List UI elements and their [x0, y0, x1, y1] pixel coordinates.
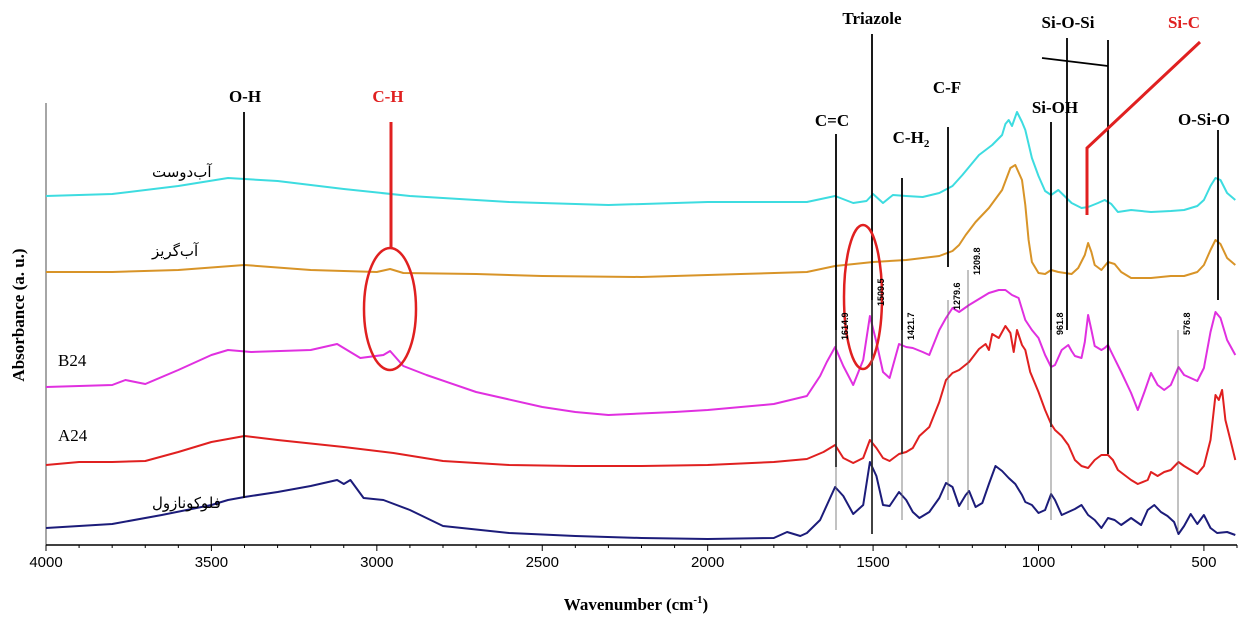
- x-tick-label: 1500: [856, 554, 889, 571]
- series-line-3: [45, 325, 1237, 485]
- peak-label-3: 1279.6: [952, 282, 962, 310]
- annotations: [243, 34, 1219, 534]
- series-label-3: A24: [58, 426, 88, 445]
- peak-label-1: 1509.5: [876, 278, 886, 306]
- band-label-4: C-H2: [893, 128, 930, 150]
- series-line-0: [45, 111, 1236, 213]
- x-axis-title: Wavenumber (cm-1): [564, 594, 708, 614]
- peak-label-6: 576.8: [1182, 312, 1192, 335]
- band-label-8: Si-C: [1168, 13, 1200, 32]
- x-tick-label: 3500: [195, 554, 228, 571]
- x-tick-label: 4000: [29, 554, 62, 571]
- band-label-5: C-F: [933, 78, 961, 97]
- axes: 4000 3500 3000 2500 2000 1500 1000 500 Wavenumbe…: [9, 103, 1238, 614]
- series-label-2: B24: [58, 351, 87, 370]
- band-label-9: O-Si-O: [1178, 110, 1230, 129]
- band-label-1: C-H: [372, 87, 403, 106]
- series-label-4: فلوکونازول: [152, 494, 221, 512]
- band-label-2: C=C: [815, 111, 849, 130]
- series-line-4: [45, 461, 1236, 540]
- si-c-highlight-ellipse: [842, 223, 884, 371]
- y-axis-title: Absorbance (a. u.): [9, 248, 28, 381]
- si-o-si-connector: [1041, 57, 1109, 67]
- x-tick-label: 3000: [360, 554, 393, 571]
- x-tick-label: 2500: [526, 554, 559, 571]
- peak-label-0: 1614.9: [840, 312, 850, 340]
- band-label-3: Triazole: [842, 9, 902, 28]
- series-label-0: آب‌دوست: [152, 163, 212, 181]
- x-tick-label: 500: [1191, 554, 1216, 571]
- band-label-6: Si-O-Si: [1042, 13, 1095, 32]
- series-line-2: [45, 289, 1237, 416]
- ch-highlight-ellipse: [362, 246, 418, 372]
- peak-label-5: 961.8: [1055, 312, 1065, 335]
- series-group: [45, 111, 1237, 540]
- si-c-connector: [1085, 40, 1202, 215]
- peak-label-2: 1421.7: [906, 312, 916, 340]
- x-tick-label: 2000: [691, 554, 724, 571]
- series-line-1: [46, 164, 1236, 279]
- peak-label-4: 1209.8: [972, 247, 982, 275]
- x-tick-label: 1000: [1022, 554, 1055, 571]
- series-label-1: آب‌گریز: [151, 242, 199, 260]
- band-label-0: O-H: [229, 87, 261, 106]
- labels: آب‌دوست آب‌گریز B24 A24 فلوکونازول O-H C-H C=C T…: [58, 9, 1230, 512]
- band-label-7: Si-OH: [1032, 98, 1078, 117]
